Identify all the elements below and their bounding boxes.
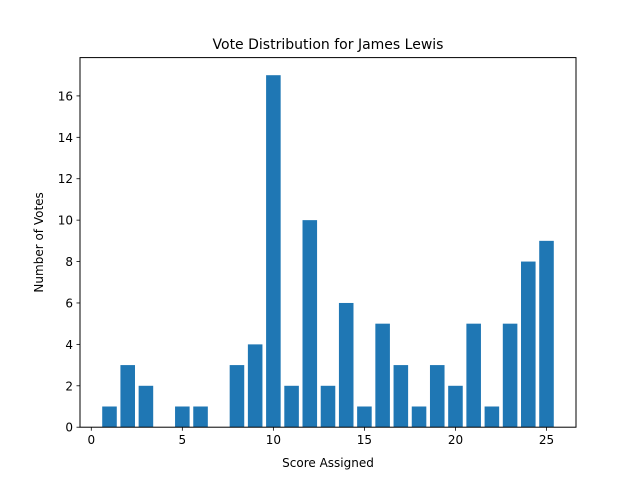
bar-score-1 [102,406,117,428]
bar-score-12 [302,220,318,428]
bar-score-8 [229,365,245,428]
bar-score-13 [320,385,336,428]
x-tick-label: 10 [266,433,281,447]
bar-score-20 [448,385,463,428]
y-tick-label: 2 [65,379,73,393]
bar-score-9 [247,344,263,428]
x-tick-label: 15 [357,433,372,447]
y-axis-label: Number of Votes [32,192,46,292]
bar-score-17 [393,365,409,428]
x-tick-label: 5 [179,433,187,447]
y-tick-label: 16 [58,89,73,103]
y-tick-label: 8 [65,255,73,269]
bar-score-25 [539,240,554,428]
bar-score-6 [193,406,208,428]
bar-score-16 [375,323,390,428]
bar-score-2 [120,365,135,428]
bar-score-5 [175,406,190,428]
bar-score-21 [466,323,481,428]
y-tick-label: 0 [65,421,73,435]
bar-score-11 [284,385,299,428]
x-tick-label: 0 [87,433,95,447]
bar-score-22 [484,406,500,428]
bar-score-10 [266,75,281,428]
bar-score-24 [521,261,536,428]
bar-score-18 [411,406,427,428]
bar-score-3 [138,385,154,428]
x-tick-label: 25 [539,433,554,447]
bar-score-19 [429,365,445,428]
bar-score-23 [502,323,518,428]
y-axis-ticks: 0 2 4 6 8 10 12 14 16 [58,89,80,435]
bar-score-15 [357,406,372,428]
x-axis-label: Score Assigned [282,456,374,470]
y-tick-label: 12 [58,172,73,186]
x-tick-label: 20 [448,433,463,447]
y-tick-label: 6 [65,296,73,310]
bars [102,75,554,428]
y-tick-label: 14 [58,131,73,145]
y-tick-label: 10 [58,214,73,228]
plot-frame [79,57,577,428]
y-tick-label: 4 [65,338,73,352]
chart-title: Vote Distribution for James Lewis [213,37,444,53]
bar-score-14 [338,302,354,428]
x-axis-ticks: 0 5 10 15 20 25 [87,427,554,447]
